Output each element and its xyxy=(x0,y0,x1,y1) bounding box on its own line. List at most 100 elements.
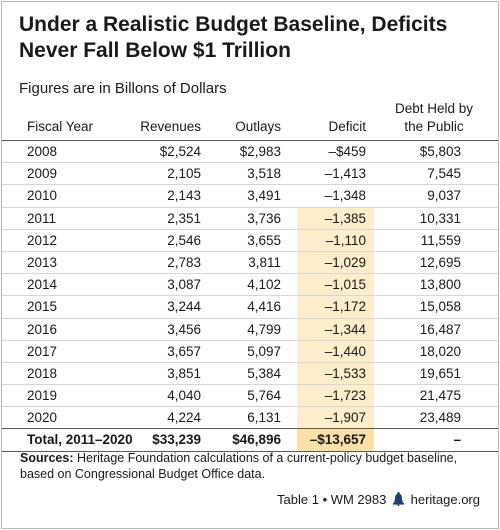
cell-deficit: –1,907 xyxy=(324,410,366,426)
cell-deficit: –1,533 xyxy=(324,365,366,381)
cell-outlays: 4,799 xyxy=(247,321,281,337)
cell-revenues: 3,087 xyxy=(167,277,201,293)
cell-revenues: 3,456 xyxy=(167,321,201,337)
deficit-highlight xyxy=(297,362,374,385)
cell-year: 2011 xyxy=(27,210,57,226)
cell-year: 2013 xyxy=(27,254,58,270)
cell-deficit: –1,344 xyxy=(324,321,366,337)
deficit-highlight xyxy=(297,296,374,318)
sources-label: Sources: xyxy=(20,451,74,465)
header-fiscal-year: Fiscal Year xyxy=(27,119,94,134)
table-header: Fiscal Year Revenues Outlays Deficit Deb… xyxy=(2,100,498,140)
cell-debt: 11,559 xyxy=(420,232,461,248)
cell-revenues: 2,351 xyxy=(167,210,201,226)
cell-revenues: 2,143 xyxy=(167,188,201,204)
total-cell-debt: – xyxy=(453,432,461,448)
deficit-highlight xyxy=(297,385,374,407)
sources-note: Sources: Heritage Foundation calculation… xyxy=(20,450,490,482)
footer-site: heritage.org xyxy=(410,492,480,507)
cell-debt: 21,475 xyxy=(419,388,461,404)
table-row: 2020 4,224 6,131 –1,907 23,489 xyxy=(2,406,498,429)
cell-outlays: 4,102 xyxy=(247,277,281,293)
cell-outlays: 3,518 xyxy=(247,166,281,182)
cell-outlays: 3,491 xyxy=(247,188,281,204)
deficit-highlight xyxy=(297,274,374,296)
cell-debt: $5,803 xyxy=(419,144,461,159)
deficit-highlight xyxy=(297,207,374,229)
deficit-highlight xyxy=(297,340,374,362)
cell-outlays: 5,097 xyxy=(247,343,281,359)
table-row: 2017 3,657 5,097 –1,440 18,020 xyxy=(2,339,498,362)
table-row: 2008 $2,524 $2,983 –$459 $5,803 xyxy=(2,140,498,162)
cell-deficit: –1,440 xyxy=(324,343,366,359)
cell-revenues: 2,783 xyxy=(167,254,201,270)
footer: Table 1 • WM 2983 heritage.org xyxy=(277,492,480,509)
cell-revenues: 2,546 xyxy=(167,232,201,248)
cell-deficit: –1,015 xyxy=(324,277,366,293)
total-cell-deficit: –$13,657 xyxy=(309,432,366,448)
subtitle: Figures are in Billons of Dollars xyxy=(19,80,227,97)
table-row: 2015 3,244 4,416 –1,172 15,058 xyxy=(2,295,498,318)
cell-debt: 12,695 xyxy=(419,254,461,270)
cell-outlays: 3,736 xyxy=(247,210,281,226)
cell-deficit: –1,110 xyxy=(325,232,366,248)
header-debt-line1: Debt Held by xyxy=(394,101,474,116)
cell-outlays: 4,416 xyxy=(247,299,281,315)
sources-text: Heritage Foundation calculations of a cu… xyxy=(20,451,458,481)
header-revenues: Revenues xyxy=(140,119,201,134)
cell-deficit: –1,029 xyxy=(324,254,366,270)
cell-deficit: –1,413 xyxy=(324,166,366,182)
cell-year: 2018 xyxy=(27,365,58,381)
cell-revenues: 2,105 xyxy=(167,166,201,182)
cell-year: 2012 xyxy=(27,232,58,248)
cell-year: 2020 xyxy=(27,410,58,426)
header-debt-line2: the Public xyxy=(404,119,464,134)
cell-revenues: 3,851 xyxy=(167,365,201,381)
table-row: 2019 4,040 5,764 –1,723 21,475 xyxy=(2,384,498,407)
total-cell-outlays: $46,896 xyxy=(232,432,281,448)
cell-debt: 23,489 xyxy=(419,410,461,426)
cell-year: 2008 xyxy=(27,144,58,159)
cell-outlays: 5,384 xyxy=(247,365,281,381)
cell-year: 2010 xyxy=(27,188,58,204)
cell-year: 2017 xyxy=(27,343,58,359)
table-row: 2011 2,351 3,736 –1,385 10,331 xyxy=(2,206,498,229)
deficit-highlight-total xyxy=(297,429,374,452)
cell-debt: 16,487 xyxy=(419,321,461,337)
table-row-total: Total, 2011–2020 $33,239 $46,896 –$13,657 – xyxy=(2,428,498,453)
cell-deficit: –1,348 xyxy=(324,188,366,204)
deficit-highlight xyxy=(297,251,374,274)
cell-revenues: 3,244 xyxy=(167,299,201,315)
cell-outlays: 6,131 xyxy=(247,410,281,426)
cell-revenues: 4,040 xyxy=(167,388,201,404)
total-cell-revenues: $33,239 xyxy=(152,432,201,448)
cell-outlays: $2,983 xyxy=(239,144,281,159)
total-cell-year: Total, 2011–2020 xyxy=(27,432,133,448)
cell-year: 2009 xyxy=(27,166,58,182)
cell-deficit: –1,723 xyxy=(324,388,366,404)
cell-deficit: –1,172 xyxy=(324,299,366,315)
deficit-highlight xyxy=(297,318,374,340)
cell-deficit: –$459 xyxy=(328,144,366,159)
cell-year: 2014 xyxy=(27,277,58,293)
table-row: 2010 2,143 3,491 –1,348 9,037 xyxy=(2,184,498,206)
cell-year: 2015 xyxy=(27,299,58,315)
cell-revenues: 3,657 xyxy=(167,343,201,359)
header-debt: Debt Held by the Public xyxy=(384,100,484,136)
cell-deficit: –1,385 xyxy=(324,210,366,226)
table-body: 2008 $2,524 $2,983 –$459 $5,803 2009 2,105 3,51… xyxy=(2,140,498,453)
cell-outlays: 5,764 xyxy=(247,388,281,404)
cell-revenues: $2,524 xyxy=(159,144,201,159)
cell-year: 2016 xyxy=(27,321,58,337)
cell-debt: 13,800 xyxy=(419,277,461,293)
cell-revenues: 4,224 xyxy=(167,410,201,426)
cell-year: 2019 xyxy=(27,388,58,404)
header-outlays: Outlays xyxy=(235,119,281,134)
header-deficit: Deficit xyxy=(328,119,366,134)
table-row: 2018 3,851 5,384 –1,533 19,651 xyxy=(2,361,498,385)
cell-debt: 18,020 xyxy=(419,343,461,359)
cell-debt: 7,545 xyxy=(427,166,461,182)
cell-debt: 15,058 xyxy=(419,299,461,315)
table-row: 2009 2,105 3,518 –1,413 7,545 xyxy=(2,162,498,184)
